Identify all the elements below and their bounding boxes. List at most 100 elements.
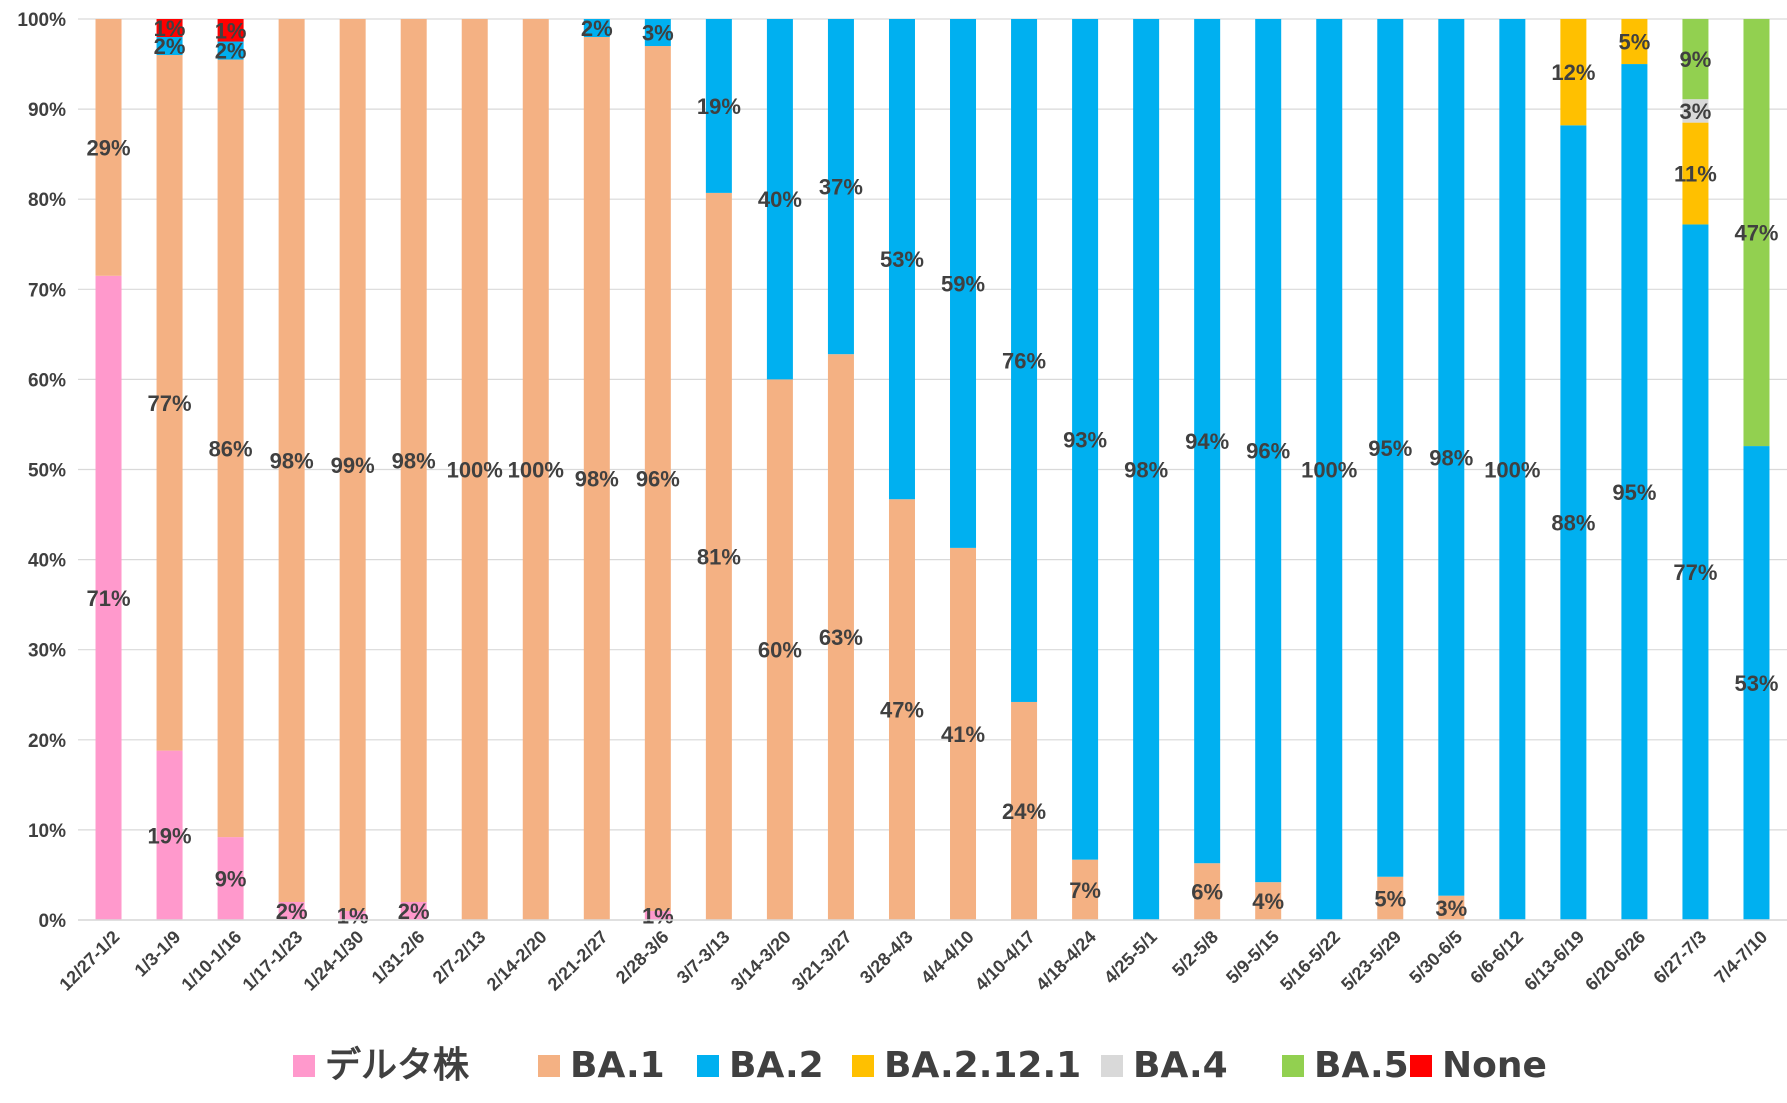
bar-segment [1377,876,1404,920]
data-label: 19% [148,823,192,848]
x-tick-label: 3/28-4/3 [856,927,917,988]
data-label: 95% [1612,480,1656,505]
x-tick-label: 2/21-2/27 [544,927,612,995]
x-tick-label: 6/27-7/3 [1649,927,1710,988]
data-label: 96% [636,467,680,492]
y-tick-label: 100% [17,10,66,31]
bar-segment [339,910,366,920]
x-axis: 12/27-1/2 1/3-1/91/10-1/161/17-1/231/24-1… [55,919,1787,995]
data-label: 9% [215,867,247,892]
data-label: 96% [1246,439,1290,464]
bar-segment [950,547,977,920]
legend-label: BA.5 [1314,1045,1409,1086]
legend-swatch [293,1055,315,1077]
bar-segment [766,19,793,380]
data-label: 2% [581,16,613,41]
bar-segment [217,41,244,60]
bar-segment [1560,125,1587,921]
y-tick-label: 80% [28,190,66,211]
bar-segment [888,19,915,500]
bar-segment [1499,19,1526,920]
bar-segment [644,46,671,911]
data-label: 6% [1191,880,1223,905]
bar-segment [827,19,854,355]
bar-segment [461,19,488,920]
legend-swatch [852,1055,874,1077]
y-tick-label: 50% [28,461,66,482]
data-label: 71% [86,586,130,611]
bar-segment [583,37,610,920]
data-label: 5% [1374,886,1406,911]
data-label: 100% [1484,458,1540,483]
legend-swatch [1101,1055,1123,1077]
x-tick-label: 5/9-5/15 [1222,927,1283,988]
bar-segment [766,379,793,920]
bar-segment [1194,19,1221,864]
y-tick-label: 0% [39,911,67,932]
x-tick-label: 5/16-5/22 [1276,927,1344,995]
bar-segment [583,19,610,38]
data-label: 5% [1619,30,1651,55]
bar-segment [1438,895,1465,920]
bar-segment [156,37,183,56]
legend-swatch [1282,1055,1304,1077]
bar-segment [1255,882,1282,920]
data-label: 98% [1429,445,1473,470]
data-label: 98% [575,467,619,492]
bar-segment [950,19,977,548]
legend-label: デルタ株 [325,1044,470,1086]
data-label: 3% [1680,99,1712,124]
bar-segment [278,19,305,902]
data-label: 53% [1734,671,1778,696]
bar-segment [217,19,244,42]
x-tick-label: 5/30-6/5 [1405,927,1466,988]
data-label: 98% [270,448,314,473]
data-label: 94% [1185,429,1229,454]
data-label: 3% [1435,896,1467,921]
data-label: 95% [1368,436,1412,461]
bar-segment [156,19,183,38]
bars [95,19,1770,921]
x-tick-label: 1/31-2/6 [368,927,429,988]
data-label: 40% [758,187,802,212]
x-tick-label: 2/7-2/13 [429,927,490,988]
data-label: 24% [1002,799,1046,824]
x-tick-label: 4/18-4/24 [1032,927,1100,995]
data-label: 1% [154,16,186,41]
data-label: 76% [1002,348,1046,373]
bar-segment [1682,122,1709,225]
x-tick-label: 2/28-3/6 [612,927,673,988]
x-tick-label: 4/4-4/10 [917,927,978,988]
data-label: 37% [819,175,863,200]
data-label: 63% [819,625,863,650]
bar-segment [1194,863,1221,920]
bar-segment [95,19,122,276]
data-label: 100% [508,458,564,483]
bar-segment [156,55,183,751]
data-label: 1% [337,903,369,928]
data-label: 7% [1069,878,1101,903]
data-label: 4% [1252,889,1284,914]
bar-segment [217,59,244,838]
bar-segment [1743,19,1770,447]
x-tick-label: 5/23-5/29 [1337,927,1405,995]
x-tick-label: 12/27-1/2 [55,927,123,995]
data-label: 29% [86,135,130,160]
bar-segment [1682,19,1709,100]
x-tick-label: 1/24-1/30 [300,927,368,995]
y-tick-label: 10% [28,821,66,842]
bar-segment [1377,19,1404,877]
data-label: 47% [880,698,924,723]
bar-segment [705,19,732,193]
legend-label: BA.2 [729,1045,824,1086]
y-tick-label: 70% [28,280,66,301]
data-label: 60% [758,638,802,663]
bar-segment [644,19,671,47]
bar-segment [278,901,305,920]
legend-label: None [1442,1045,1547,1086]
data-label: 88% [1551,511,1595,536]
data-label: 99% [331,453,375,478]
x-tick-label: 1/10-1/16 [177,927,245,995]
legend-label: BA.4 [1133,1045,1228,1086]
bar-segment [705,192,732,920]
